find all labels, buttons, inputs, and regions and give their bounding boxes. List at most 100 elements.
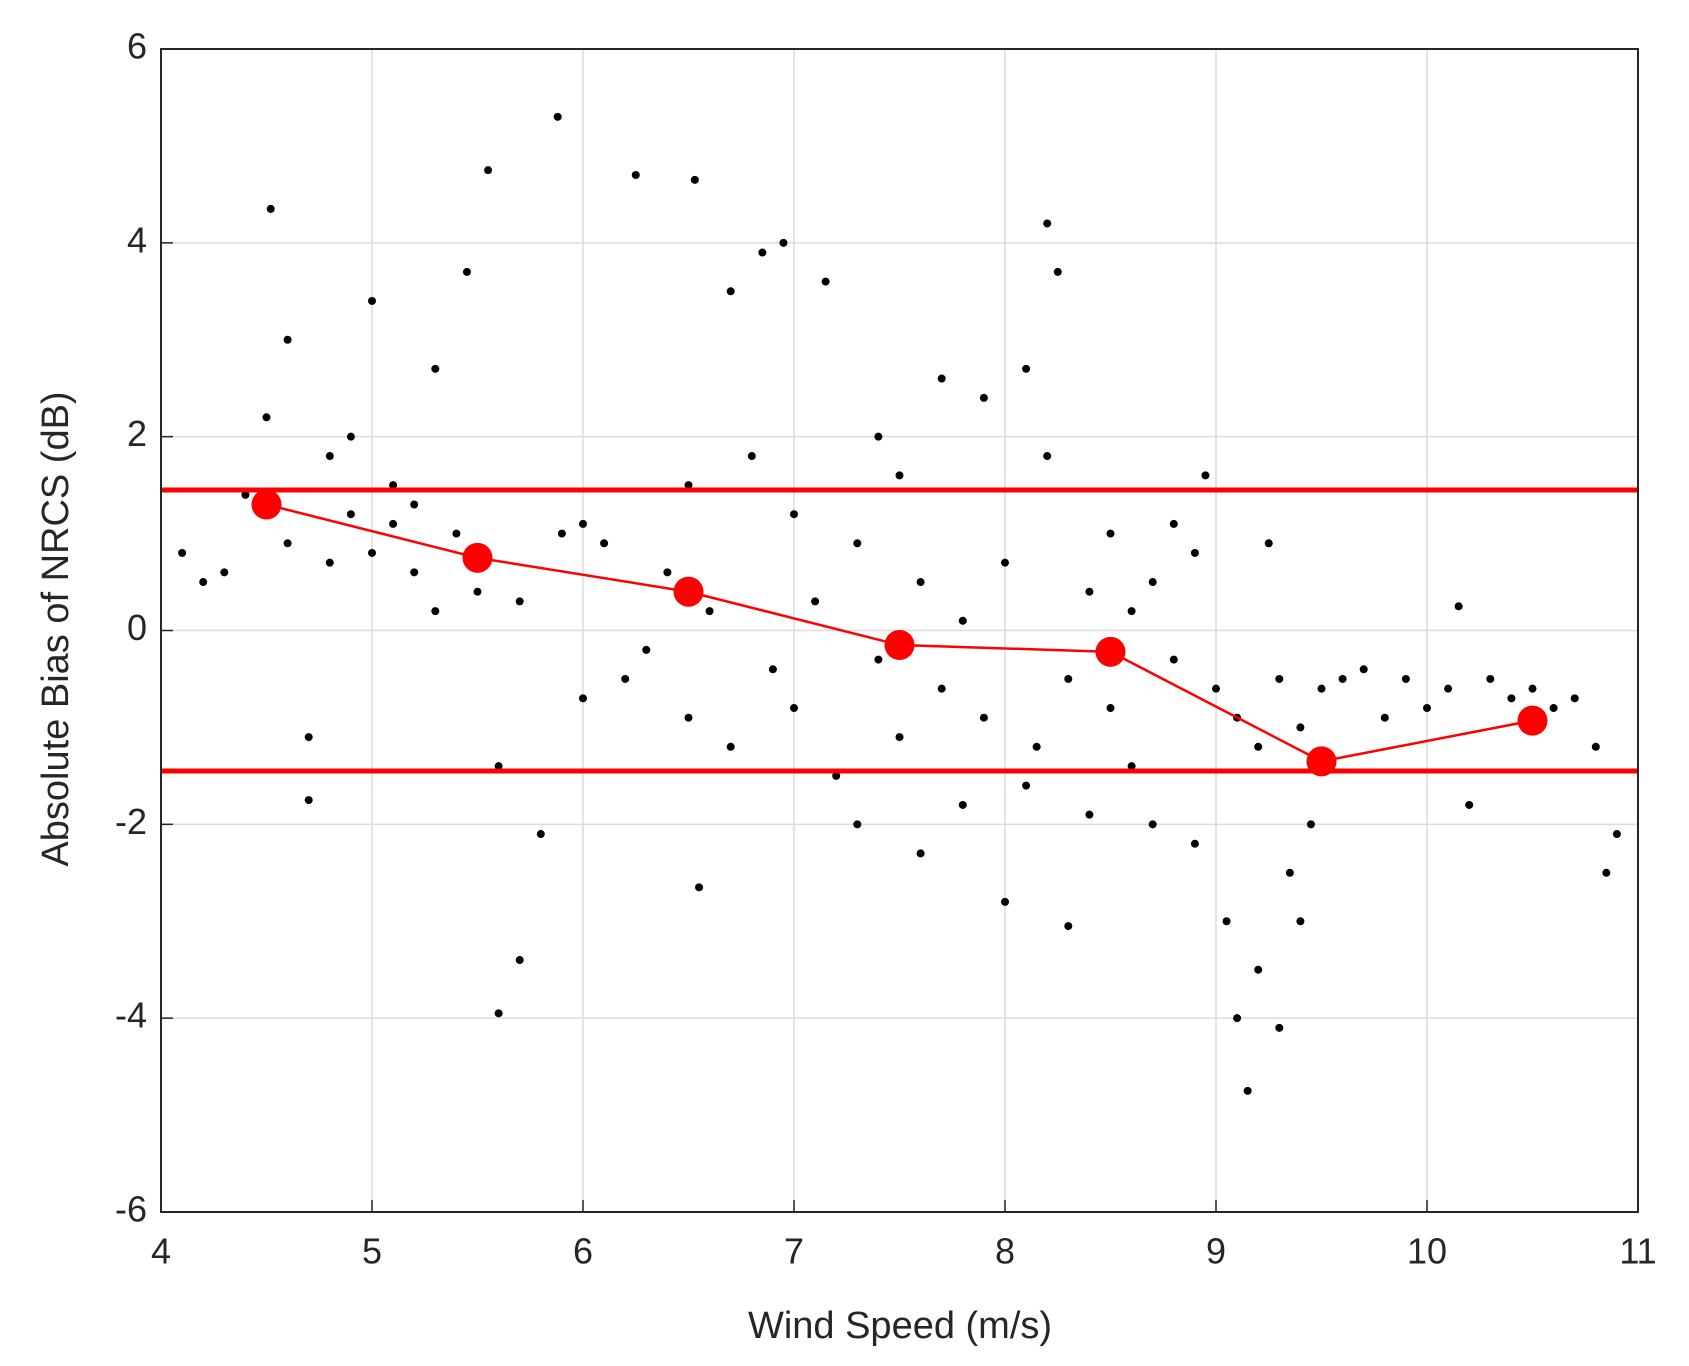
scatter-point xyxy=(1064,674,1073,683)
scatter-point xyxy=(705,607,714,616)
x-tick-label: 9 xyxy=(1206,1231,1226,1272)
y-tick-label: -6 xyxy=(115,1189,147,1230)
scatter-point xyxy=(1243,1086,1252,1095)
scatter-point xyxy=(790,510,798,519)
scatter-point xyxy=(262,413,271,422)
scatter-point xyxy=(452,529,461,538)
scatter-point xyxy=(916,849,925,858)
scatter-point xyxy=(579,519,587,528)
scatter-point xyxy=(695,883,704,892)
y-axis-label: Absolute Bias of NRCS (dB) xyxy=(35,391,77,866)
scatter-point xyxy=(1043,219,1052,228)
scatter-point xyxy=(832,771,841,780)
scatter-point xyxy=(916,578,925,587)
scatter-point xyxy=(747,452,756,461)
scatter-point xyxy=(579,694,587,703)
scatter-point xyxy=(690,175,699,184)
scatter-point xyxy=(811,597,820,606)
scatter-point xyxy=(1507,694,1516,703)
x-tick-label: 10 xyxy=(1407,1231,1447,1272)
scatter-point xyxy=(484,166,493,175)
scatter-point xyxy=(1296,917,1305,926)
scatter-point xyxy=(220,568,229,577)
scatter-point xyxy=(431,364,440,373)
scatter-point xyxy=(895,733,904,742)
scatter-point xyxy=(368,296,376,305)
scatter-point xyxy=(266,204,275,213)
scatter-point xyxy=(283,539,292,548)
scatter-point xyxy=(821,277,830,286)
scatter-point xyxy=(958,616,967,625)
x-tick-label: 8 xyxy=(995,1231,1015,1272)
scatter-point xyxy=(1043,452,1052,461)
scatter-point xyxy=(462,267,471,276)
scatter-point xyxy=(1254,742,1263,751)
scatter-point xyxy=(1570,694,1579,703)
scatter-point xyxy=(1233,1014,1242,1023)
scatter-point xyxy=(1190,548,1199,557)
scatter-point xyxy=(1602,868,1611,877)
scatter-point xyxy=(1148,578,1157,587)
scatter-point xyxy=(1380,713,1389,722)
scatter-point xyxy=(304,796,313,805)
scatter-point xyxy=(1127,607,1136,616)
x-tick-label: 11 xyxy=(1619,1231,1656,1272)
scatter-point xyxy=(515,956,524,965)
scatter-point xyxy=(325,558,334,567)
scatter-point xyxy=(553,112,562,121)
scatter-point xyxy=(1001,558,1009,567)
scatter-point xyxy=(937,684,946,693)
mean-marker xyxy=(462,542,493,573)
scatter-point xyxy=(1285,868,1294,877)
scatter-point xyxy=(241,490,250,499)
scatter-point xyxy=(1359,665,1368,674)
y-tick-label: -2 xyxy=(115,801,147,842)
scatter-point xyxy=(768,665,777,674)
scatter-point xyxy=(1254,965,1263,974)
scatter-point xyxy=(895,471,904,480)
scatter-point xyxy=(1591,742,1600,751)
scatter-point xyxy=(1612,830,1621,839)
scatter-point xyxy=(1444,684,1453,693)
scatter-point xyxy=(853,539,862,548)
scatter-point xyxy=(937,374,946,383)
scatter-point xyxy=(1190,839,1199,848)
scatter-point xyxy=(1275,1023,1284,1032)
y-tick-label: -4 xyxy=(115,995,147,1036)
scatter-point xyxy=(346,432,355,441)
scatter-point xyxy=(790,704,798,713)
scatter-point xyxy=(1022,364,1031,373)
x-axis-label: Wind Speed (m/s) xyxy=(748,1305,1052,1347)
scatter-point xyxy=(979,393,988,402)
scatter-point xyxy=(410,500,419,509)
scatter-point xyxy=(758,248,767,257)
scatter-point xyxy=(389,519,398,528)
scatter-point xyxy=(1465,800,1474,809)
scatter-point xyxy=(726,742,735,751)
scatter-point xyxy=(1085,587,1094,596)
scatter-point xyxy=(1454,602,1463,611)
scatter-point xyxy=(642,645,651,654)
scatter-point xyxy=(1064,922,1073,931)
scatter-point xyxy=(1528,684,1537,693)
scatter-point xyxy=(684,481,693,490)
x-tick-label: 7 xyxy=(784,1231,804,1272)
scatter-point xyxy=(431,607,440,616)
scatter-point xyxy=(1306,820,1315,829)
scatter-point xyxy=(1169,519,1178,528)
scatter-point xyxy=(346,510,355,519)
scatter-point xyxy=(1201,471,1210,480)
mean-marker xyxy=(251,489,282,520)
scatter-point xyxy=(853,820,862,829)
scatter-point xyxy=(1106,704,1115,713)
scatter-point xyxy=(1106,529,1115,538)
scatter-point xyxy=(1296,723,1305,732)
scatter-point xyxy=(494,1009,503,1018)
y-tick-label: 4 xyxy=(127,219,147,260)
scatter-point xyxy=(663,568,672,577)
plot-frame xyxy=(160,48,1639,1213)
scatter-point xyxy=(1001,897,1009,906)
scatter-point xyxy=(684,713,693,722)
scatter-point xyxy=(515,597,524,606)
